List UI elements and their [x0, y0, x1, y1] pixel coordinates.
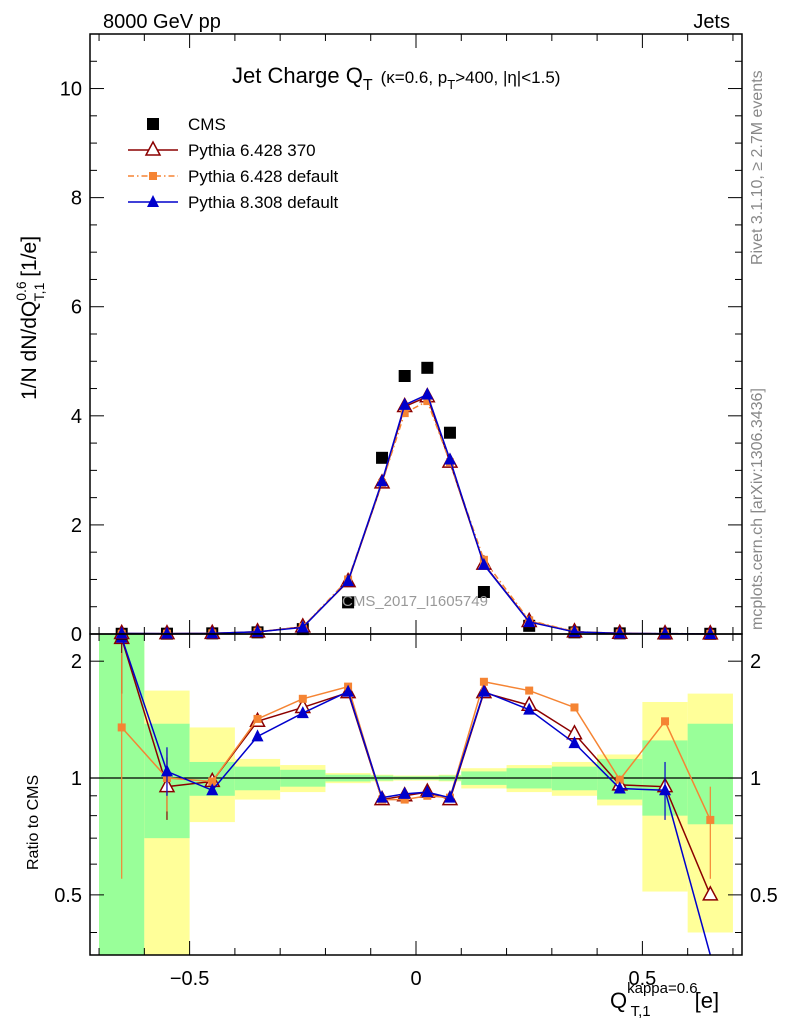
axes-frames: 0 2 4 6 8 10 −0.5 0 0.5 0.5 0.5 1 1 2 2 — [54, 33, 778, 990]
data-point — [706, 815, 715, 824]
data-point — [398, 397, 411, 410]
legend-label: CMS — [188, 115, 226, 134]
data-point — [421, 387, 434, 400]
data-point — [568, 736, 581, 749]
main-y-tick-label: 10 — [60, 79, 82, 101]
energy-label: 8000 GeV pp — [103, 11, 221, 33]
legend-entry: Pythia 8.308 default — [128, 193, 339, 212]
data-point — [144, 140, 162, 156]
main-y-tick-label: 8 — [71, 188, 82, 210]
data-point — [115, 626, 128, 639]
data-point — [443, 452, 456, 465]
data-point — [208, 777, 217, 786]
data-point — [296, 620, 309, 633]
data-point — [147, 118, 159, 130]
x-tick-label: −0.5 — [170, 968, 209, 990]
legend-label: Pythia 8.308 default — [188, 193, 339, 212]
data-point — [477, 586, 490, 598]
mcplots-label: mcplots.cern.ch [arXiv:1306.3436] — [749, 388, 766, 630]
data-point — [298, 694, 307, 703]
data-point — [160, 764, 173, 777]
data-point — [117, 723, 126, 732]
data-point — [477, 684, 490, 697]
data-point — [443, 790, 456, 803]
data-point — [615, 775, 624, 784]
data-point — [376, 451, 389, 464]
data-point — [342, 596, 355, 609]
data-point — [423, 397, 432, 406]
data-point — [376, 474, 389, 487]
ratio-y-axis-label: Ratio to CMS — [25, 775, 42, 870]
data-point — [253, 714, 262, 723]
data-point — [342, 684, 355, 697]
data-point — [296, 706, 309, 719]
x-axis-label: Qkappa=0.6 T,1 [e] — [610, 980, 719, 1020]
data-point — [342, 574, 355, 587]
data-point — [659, 783, 672, 796]
legend: CMS Pythia 6.428 370 Pythia 6.428 default P… — [128, 115, 339, 212]
ratio-y-tick-label: 1 — [71, 768, 82, 790]
rivet-label: Rivet 3.1.10, ≥ 2.7M events — [749, 70, 766, 265]
analysis-watermark: CMS_2017_I1605749 — [342, 593, 488, 610]
data-point — [702, 885, 719, 901]
data-point — [206, 626, 219, 639]
legend-entry: Pythia 6.428 370 — [128, 140, 316, 160]
data-point — [400, 795, 409, 804]
data-point — [477, 557, 490, 570]
legend-entry: Pythia 6.428 default — [128, 167, 339, 186]
ratio-line — [121, 680, 711, 821]
data-point — [479, 677, 488, 686]
ratio-series-pythia-8-308-default — [115, 630, 712, 956]
data-point — [421, 785, 434, 798]
ratio-y-tick-label-right: 2 — [750, 651, 761, 673]
data-point — [613, 781, 626, 794]
data-point — [525, 686, 534, 695]
data-point — [661, 717, 670, 726]
data-point — [443, 426, 456, 439]
data-point — [613, 626, 626, 639]
data-point — [398, 786, 411, 799]
legend-label: Pythia 6.428 370 — [188, 141, 316, 160]
legend-label: Pythia 6.428 default — [188, 167, 339, 186]
main-y-tick-label: 2 — [71, 515, 82, 537]
ratio-y-tick-label: 0.5 — [54, 885, 82, 907]
data-point — [523, 615, 536, 627]
data-point — [523, 702, 536, 715]
data-point — [160, 626, 173, 639]
main-y-tick-label: 4 — [71, 406, 82, 428]
ratio-y-tick-label-right: 1 — [750, 768, 761, 790]
ratio-y-tick-label-right: 0.5 — [750, 885, 778, 907]
data-point — [400, 409, 409, 418]
main-y-axis-label: 1/N dN/dQ0.6 T,1 [1/e] — [13, 236, 47, 400]
chart-title: Jet Charge QT (κ=0.6, pT>400, |η|<1.5) — [232, 63, 560, 94]
process-label: Jets — [693, 11, 730, 33]
data-point — [704, 626, 717, 639]
x-tick-label: 0 — [410, 968, 421, 990]
data-point — [251, 729, 264, 742]
data-point — [147, 195, 159, 207]
legend-entry: CMS — [147, 115, 226, 134]
ratio-series — [113, 628, 719, 956]
data-point — [149, 172, 157, 180]
x-tick-label: 0.5 — [628, 968, 656, 990]
data-point — [376, 790, 389, 803]
ratio-line — [120, 637, 712, 956]
ratio-y-tick-label: 2 — [71, 651, 82, 673]
main-y-tick-label: 0 — [71, 624, 82, 646]
data-point — [570, 703, 579, 712]
main-y-tick-label: 6 — [71, 297, 82, 319]
data-point — [659, 626, 672, 639]
data-point — [206, 783, 219, 796]
data-point — [421, 361, 434, 374]
data-point — [398, 370, 411, 382]
